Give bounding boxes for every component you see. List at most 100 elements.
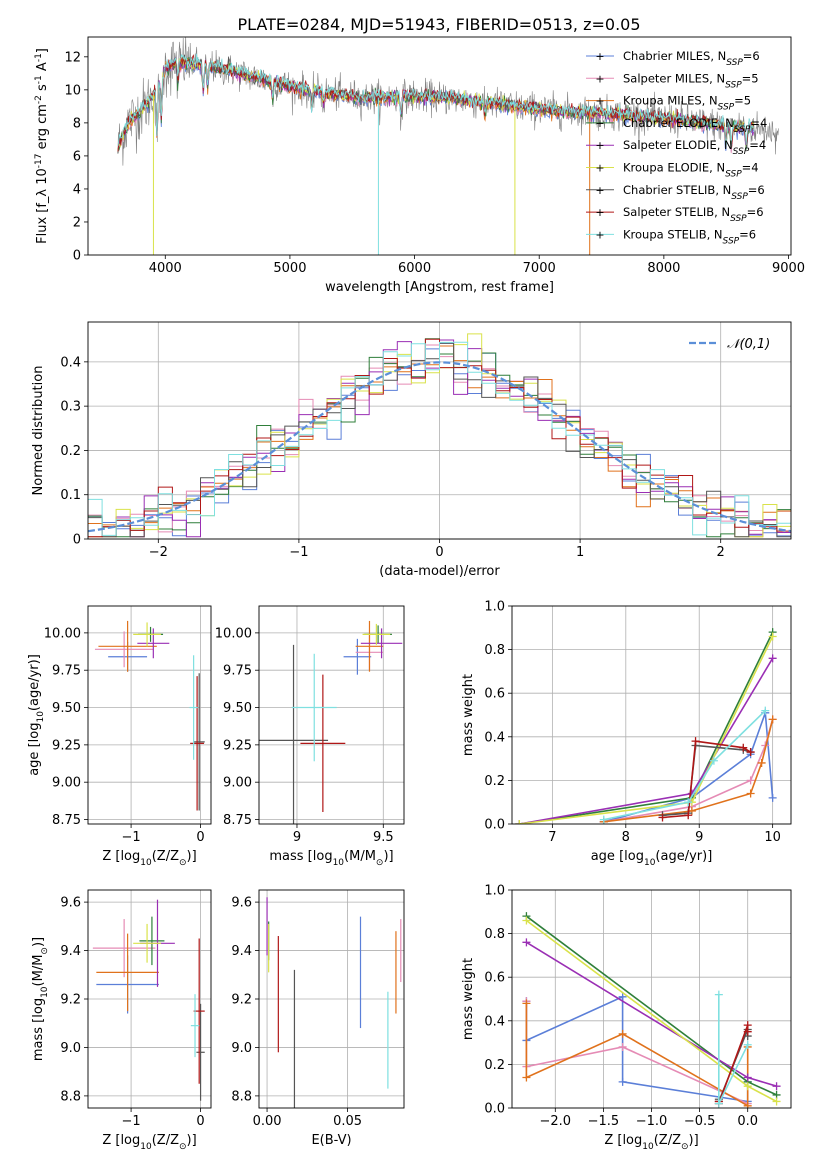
weight-marker — [739, 743, 748, 752]
x-axis-label: Z [log10(Z/Z⊙)] — [102, 849, 196, 868]
panel-age_vs_mass: 9 9.5 8.75 9.00 9.25 9.50 9.75 10.00 mass [log10… — [215, 605, 405, 868]
tick-label-y: 9.0 — [60, 1041, 81, 1056]
tick-label-y: 6 — [73, 149, 81, 164]
weight-marker — [618, 1029, 627, 1038]
weight-marker — [714, 1099, 723, 1108]
tick-label-x: 0.00 — [253, 1114, 282, 1129]
legend-entry: Chabrier STELIB, NSSP=6 — [623, 183, 765, 202]
tick-label-x: 1 — [576, 545, 584, 560]
plot-area — [259, 620, 403, 824]
weight-marker — [768, 654, 777, 663]
legend-entry-part: SSP — [730, 214, 747, 224]
weight-marker — [522, 938, 531, 947]
y-axis-label-part: )] — [31, 937, 46, 947]
x-axis-label: Z [log10(Z/Z⊙)] — [604, 1133, 698, 1152]
weight-marker — [522, 916, 531, 925]
weight-line — [519, 631, 774, 824]
tick-label-y: 9.50 — [52, 701, 81, 716]
weight-line — [525, 1001, 749, 1105]
x-axis-label-part: Z [ — [102, 849, 120, 864]
legend-entry: Kroupa MILES, NSSP=5 — [623, 94, 751, 113]
weight-marker — [746, 776, 755, 785]
x-axis-label-part: (Z/Z — [152, 849, 179, 864]
legend-entry-part: =6 — [743, 49, 760, 63]
legend-entry-part: Kroupa MILES, N — [623, 94, 718, 108]
tick-label-y: 9.00 — [223, 776, 252, 791]
x-axis-label-part: (data-model)/error — [379, 564, 500, 579]
legend-entry-part: =5 — [742, 71, 759, 85]
legend-entry: Kroupa STELIB, NSSP=6 — [623, 227, 756, 246]
legend-marker: + — [595, 184, 604, 197]
legend-entry-part: SSP — [725, 170, 742, 180]
axes-frame — [87, 889, 212, 1109]
tick-label-x: 4000 — [149, 261, 182, 276]
legend-entry-part: Salpeter ELODIE, N — [623, 138, 733, 152]
legend-marker: + — [595, 139, 604, 152]
tick-label-y: 9.4 — [60, 944, 81, 959]
weight-marker — [743, 1027, 752, 1036]
weight-line — [525, 995, 749, 1103]
legend-entry: Salpeter STELIB, NSSP=6 — [623, 205, 764, 224]
axes-frame — [258, 889, 405, 1109]
y-axis-label: mass [log10(M/M⊙)] — [31, 937, 50, 1061]
x-axis-label: E(B-V) — [311, 1133, 351, 1148]
weight-marker — [743, 1040, 752, 1049]
y-axis-label: mass weight — [461, 674, 476, 756]
weight-marker — [743, 1101, 752, 1108]
tick-label-x: 0 — [196, 830, 204, 845]
legend-entry-part: SSP — [723, 236, 740, 246]
x-axis-label-part: E(B-V) — [311, 1133, 351, 1148]
weight-marker — [522, 999, 531, 1008]
weight-marker — [772, 1082, 781, 1091]
legend-marker: + — [595, 50, 604, 63]
tick-label-y: 9.50 — [223, 701, 252, 716]
y-axis-label-part: -1 — [34, 53, 44, 62]
tick-label-y: 9.75 — [52, 664, 81, 679]
tick-label-x: 0 — [435, 545, 443, 560]
legend-entry-part: Chabrier STELIB, N — [623, 183, 731, 197]
weight-marker — [684, 798, 693, 807]
weight-marker — [768, 632, 777, 641]
legend-entry: Kroupa ELODIE, NSSP=4 — [623, 161, 759, 180]
legend-entry: Chabrier ELODIE, NSSP=4 — [623, 116, 767, 135]
tick-label-y: 9.2 — [60, 993, 81, 1008]
legend-entry-part: SSP — [731, 192, 748, 202]
tick-label-y: 0.4 — [484, 1014, 505, 1029]
tick-label-x: 6000 — [398, 261, 431, 276]
axes-frame — [511, 889, 792, 1109]
legend-entry-part: Salpeter STELIB, N — [623, 205, 730, 219]
weight-marker — [599, 815, 608, 824]
tick-label-y: 2 — [73, 215, 81, 230]
tick-label-x: −1.5 — [588, 1114, 620, 1129]
y-axis-label-part: age [ — [27, 742, 42, 775]
legend-entry-part: =4 — [749, 138, 766, 152]
weight-marker — [743, 1082, 752, 1091]
y-axis-label-part: mass [ — [31, 1018, 46, 1061]
axes-frame — [87, 321, 792, 540]
tick-label-x: 0.0 — [737, 1114, 758, 1129]
y-axis-label-part: 10 — [40, 986, 50, 998]
tick-label-y: 0.2 — [484, 1058, 505, 1073]
legend-entry-part: =6 — [747, 205, 764, 219]
x-axis-label-part: (M/M — [344, 849, 376, 864]
x-axis-label: age [log10(age/yr)] — [591, 849, 713, 868]
histogram-kroupa-stelib — [88, 341, 791, 536]
tick-label-x: −0.5 — [684, 1114, 716, 1129]
tick-label-x: 9 — [695, 830, 703, 845]
x-axis-label-part: wavelength [Angstrom, rest frame] — [325, 280, 554, 295]
weight-marker — [709, 756, 718, 765]
tick-label-x: 8000 — [647, 261, 680, 276]
y-axis-label-part: mass weight — [461, 958, 476, 1040]
tick-label-x: 10 — [764, 830, 781, 845]
axes-frame — [87, 36, 792, 256]
x-axis-label-part: )] — [187, 849, 197, 864]
legend-entry: Chabrier MILES, NSSP=6 — [623, 49, 760, 68]
tick-label-x: 0 — [196, 1114, 204, 1129]
legend-entry: Salpeter MILES, NSSP=5 — [623, 71, 759, 90]
legend-marker: + — [595, 206, 604, 219]
weight-marker — [522, 1073, 531, 1082]
x-axis-label-part: Z [ — [604, 1133, 622, 1148]
y-axis-label-part: s — [35, 84, 50, 95]
panel-mass_vs_Z: −1 08.89.09.29.49.6Z [log10(Z/Z⊙)]mass [l… — [31, 889, 212, 1152]
